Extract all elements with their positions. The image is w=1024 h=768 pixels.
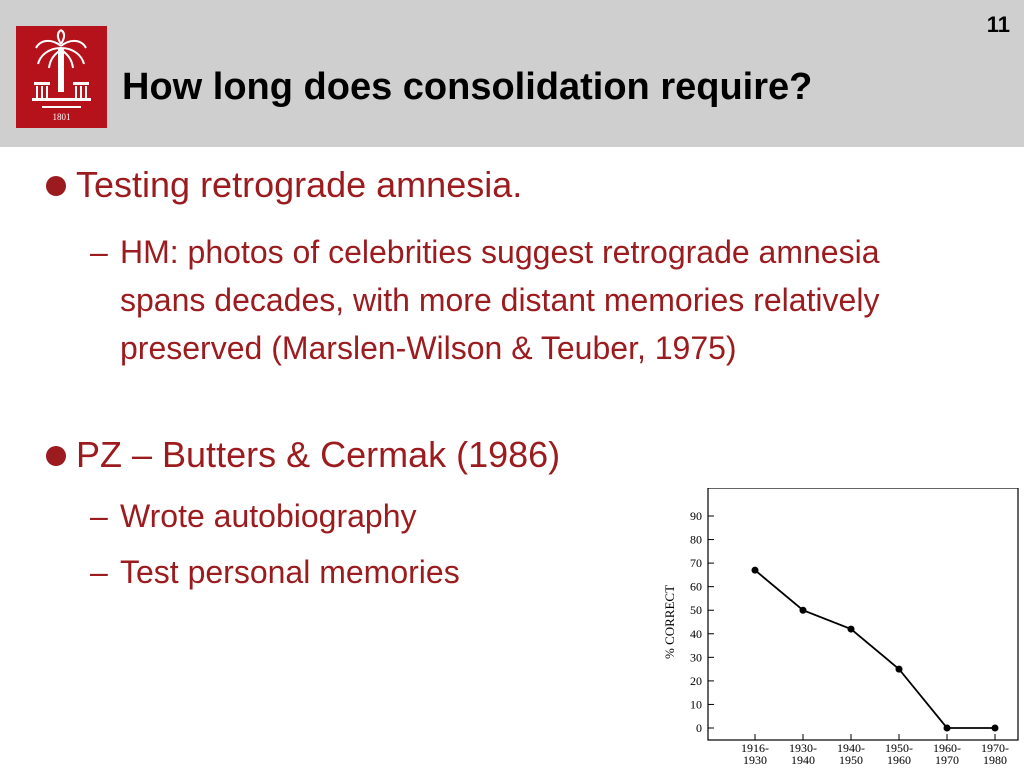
y-axis-label: % CORRECT: [662, 585, 677, 659]
slide-number: 11: [986, 12, 1010, 37]
dash-marker: –: [90, 234, 108, 270]
y-tick-label: 40: [690, 627, 702, 641]
y-tick-label: 80: [690, 533, 702, 547]
y-tick-label: 30: [690, 650, 702, 664]
data-point: [799, 606, 807, 614]
chart-svg: 0 10 20 30 40 50 60 70 80 90 1916-1930 1930-1940 194…: [662, 488, 1019, 767]
logo-year: 1801: [53, 112, 71, 122]
sub-bullet-2-1-text: Wrote autobiography: [120, 498, 417, 534]
data-point: [895, 665, 903, 673]
x-tick-label: 1970-: [981, 741, 1009, 755]
data-point: [847, 625, 855, 633]
series-line: [754, 569, 995, 729]
university-logo: 1801: [16, 26, 107, 128]
x-tick-label: 1970: [935, 753, 959, 767]
chart-frame: [707, 488, 1019, 741]
x-tick-label: 1940: [791, 753, 815, 767]
x-tick-label: 1980: [983, 753, 1007, 767]
sub-bullet-2-2-text: Test personal memories: [120, 554, 460, 590]
bullet-dot-icon: [46, 446, 66, 466]
data-point: [991, 724, 999, 732]
x-tick-label: 1950-: [885, 741, 913, 755]
slide-title: How long does consolidation require?: [122, 66, 813, 108]
dash-marker: –: [90, 554, 108, 590]
data-point: [943, 724, 951, 732]
y-tick-label: 10: [690, 697, 702, 711]
retrograde-memory-chart: 0 10 20 30 40 50 60 70 80 90 1916- 1930 1930- 1940 194…: [650, 488, 1020, 768]
sub-bullet-1-1-text: HM: photos of celebrities suggest retrog…: [120, 234, 880, 366]
y-tick-label: 50: [690, 603, 702, 617]
data-point: [751, 566, 759, 574]
x-tick-label: 1960: [887, 753, 911, 767]
y-tick-label: 0: [696, 721, 702, 735]
y-tick-label: 70: [690, 556, 702, 570]
y-tick-label: 90: [690, 509, 702, 523]
x-tick-label: 1930-: [789, 741, 817, 755]
dash-marker: –: [90, 498, 108, 534]
x-tick-label: 1940-: [837, 741, 865, 755]
slide-header: 1801 11 How long does consolidation requ…: [0, 0, 1024, 147]
bullet-dot-icon: [46, 176, 66, 196]
x-tick-label: 1916-: [741, 741, 769, 755]
bullet-2-text: PZ – Butters & Cermak (1986): [76, 434, 561, 475]
y-tick-label: 20: [690, 674, 702, 688]
y-tick-label: 60: [690, 580, 702, 594]
x-tick-label: 1950: [839, 753, 863, 767]
bullet-1-text: Testing retrograde amnesia.: [76, 164, 523, 205]
x-tick-label: 1960-: [933, 741, 961, 755]
palmetto-tree-seal-icon: 1801: [32, 29, 91, 122]
x-tick-label: 1930: [743, 753, 767, 767]
